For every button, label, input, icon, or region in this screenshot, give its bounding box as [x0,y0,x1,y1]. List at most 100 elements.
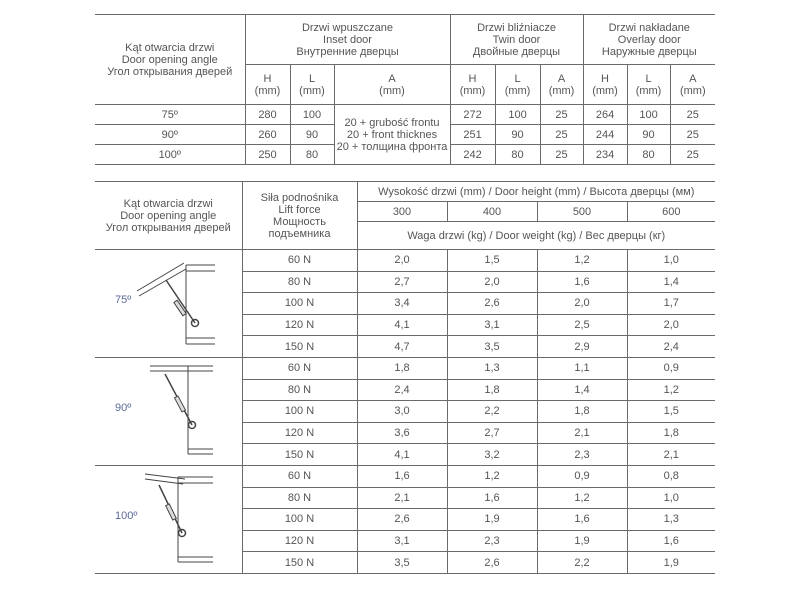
weight-cell: 3,5 [356,551,448,574]
weight-cell: 3,4 [356,292,448,315]
weight-cell: 2,4 [356,378,448,402]
weight-cell: 2,9 [536,335,628,358]
inset-door-header: Drzwi wpuszczane Inset door Внутренние д… [244,14,451,65]
weight-cell: 1,9 [536,529,628,553]
table-row: 90º 60 N 1,8 1,3 1,1 0,9 [95,357,716,466]
column-letter: L [308,72,316,85]
header-line: Угол открывания дверей [107,65,233,78]
weight-cell: 0,9 [536,465,628,488]
lift-force-cell: 150 N [241,551,358,574]
column-unit: (mm) [548,84,575,97]
lift-force-cell: 60 N [241,465,358,488]
diagram: 90º [95,358,241,465]
weight-cell: 2,0 [536,292,628,315]
header-line: Kąt otwarcia drzwi [123,197,213,210]
column-unit: (mm) [459,84,486,97]
table-row: 100º 250 80 242 80 25 234 80 25 [95,144,716,165]
header-line: Наружные дверцы [601,45,697,58]
overlay-door-header: Drzwi nakładane Overlay door Наружные дв… [582,14,716,65]
weight-cell: 1,1 [536,357,628,380]
height-600: 600 [626,201,716,222]
header-line: Inset door [323,33,372,46]
inset-a-cell: 20 + grubość frontu 20 + front thicknes 20… [333,104,451,165]
angle-cell: 100º [95,144,246,165]
over-h-cell: 234 [582,144,628,165]
height-300: 300 [356,201,448,222]
weight-cell: 2,5 [536,313,628,337]
angle-label: 75º [115,294,132,306]
column-unit: (mm) [299,84,325,97]
weight-cell: 3,1 [356,529,448,553]
weight-cell: 1,9 [626,551,716,574]
header-line: Drzwi bliźniacze [477,21,556,34]
weight-cell: 1,2 [446,465,538,488]
lift-force-cell: 80 N [241,270,358,294]
header-line: Мощность [273,215,326,228]
inset-a-header: A (mm) [333,64,451,105]
over-l-cell: 80 [626,144,671,165]
lift-force-cell: 150 N [241,335,358,358]
twin-l-cell: 90 [494,124,541,145]
lift-force-header: Siła podnośnika Lift force Мощность подъ… [241,181,358,250]
twin-l-cell: 100 [494,104,541,125]
angle-diagram-cell: 90º [95,357,243,466]
angle-header: Kąt otwarcia drzwi Door opening angle Уг… [95,14,246,105]
angle-label: 90º [115,402,132,414]
header-line: Overlay door [617,33,681,46]
header-line: Twin door [492,33,541,46]
weight-cell: 2,3 [446,529,538,553]
table-row: 150 N 4,7 3,5 2,9 2,4 [95,335,716,358]
column-letter: A [689,72,697,85]
weight-cell: 1,6 [356,465,448,488]
column-unit: (mm) [679,84,706,97]
weight-cell: 1,2 [536,249,628,272]
table-row: 75º 280 100 20 + grubość frontu 20 + front t… [95,104,716,165]
weight-cell: 2,1 [626,443,716,466]
column-letter: H [601,72,609,85]
weight-cell: 1,0 [626,486,716,510]
lift-force-cell: 100 N [241,292,358,315]
inset-h-cell: 260 [244,124,291,145]
weight-cell: 1,3 [626,508,716,531]
weight-cell: 2,2 [446,400,538,423]
over-a-cell: 25 [669,144,716,165]
inset-l-cell: 80 [289,144,335,165]
table-row: 80 N 2,4 1,8 1,4 1,2 [95,378,716,402]
angle-cell: 75º [95,104,246,125]
lift-force-cell: 120 N [241,313,358,337]
weight-cell: 1,8 [536,400,628,423]
weight-cell: 1,0 [626,249,716,272]
angle-cell: 90º [95,124,246,145]
column-unit: (mm) [635,84,662,97]
weight-cell: 1,2 [536,486,628,510]
angle-header: Kąt otwarcia drzwi Door opening angle Уг… [95,181,243,250]
lift-force-cell: 100 N [241,508,358,531]
lift-force-cell: 60 N [241,249,358,272]
weight-cell: 2,0 [356,249,448,272]
weight-cell: 1,6 [446,486,538,510]
lift-force-cell: 150 N [241,443,358,466]
diagram: 100º [95,466,241,573]
header-line: Door opening angle [120,209,217,222]
lift-force-cell: 80 N [241,486,358,510]
table-row: 75º 60 N 2,0 1,5 1,2 1,0 [95,249,716,358]
table-row: 100º 60 N 1,6 1,2 0,9 0,8 [95,465,716,574]
over-a-header: A (mm) [669,64,716,105]
header-line: Lift force [278,203,321,216]
lift-force-table: Kąt otwarcia drzwi Door opening angle Уг… [95,181,716,574]
lift-diagram-90 [150,365,213,455]
lift-force-cell: 120 N [241,421,358,445]
weight-cell: 1,4 [626,270,716,294]
header-line: Drzwi wpuszczane [301,21,394,34]
weight-cell: 2,7 [356,270,448,294]
over-h-header: H (mm) [582,64,628,105]
header-line: Drzwi nakładane [608,21,690,34]
weight-cell: 2,7 [446,421,538,445]
column-unit: (mm) [379,84,405,97]
inset-h-cell: 250 [244,144,291,165]
twin-h-cell: 272 [449,104,496,125]
height-500: 500 [536,201,628,222]
weight-cell: 1,9 [446,508,538,531]
table-row: 150 N 4,1 3,2 2,3 2,1 [95,443,716,466]
column-letter: L [645,72,652,85]
